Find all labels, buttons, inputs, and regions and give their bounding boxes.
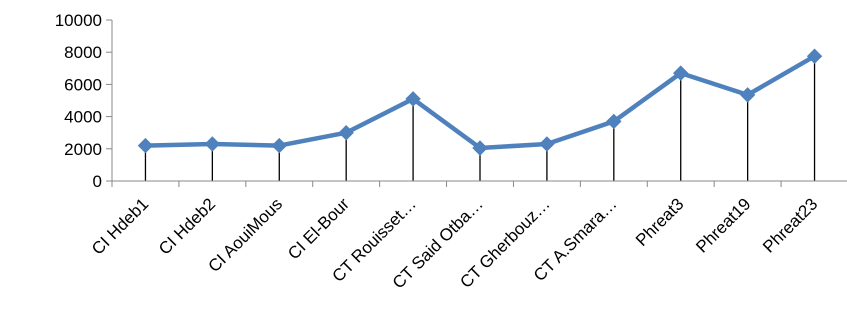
- x-tick-label: CI Hdeb1: [88, 194, 152, 258]
- x-tick-label: Phreat23: [759, 194, 821, 256]
- data-point: [539, 136, 555, 152]
- data-point: [204, 136, 221, 152]
- x-tick-label: CI Hdeb2: [155, 194, 219, 258]
- x-axis: [111, 180, 847, 187]
- data-point: [673, 65, 689, 81]
- y-tick-label: 4000: [64, 108, 102, 127]
- x-tick-label: Phreat19: [692, 194, 754, 256]
- y-axis: 0 2000 4000 6000 8000 10000: [55, 11, 113, 191]
- data-point: [271, 137, 287, 154]
- data-point: [405, 91, 421, 107]
- data-point: [472, 140, 488, 156]
- data-point: [338, 124, 354, 141]
- data-point: [806, 48, 823, 64]
- y-tick-label: 0: [93, 172, 102, 191]
- drop-lines: [144, 56, 816, 181]
- series-line: [143, 53, 817, 151]
- y-tick-label: 8000: [64, 43, 102, 62]
- y-tick-label: 6000: [64, 75, 102, 94]
- data-point: [739, 87, 756, 103]
- y-tick-label: 10000: [55, 11, 102, 30]
- x-tick-label: CI El-Bour: [284, 194, 353, 263]
- y-tick-label: 2000: [64, 140, 102, 159]
- series: [137, 48, 823, 156]
- data-point: [137, 137, 154, 154]
- data-point: [606, 113, 622, 130]
- x-tick-label: Phreat3: [632, 194, 688, 250]
